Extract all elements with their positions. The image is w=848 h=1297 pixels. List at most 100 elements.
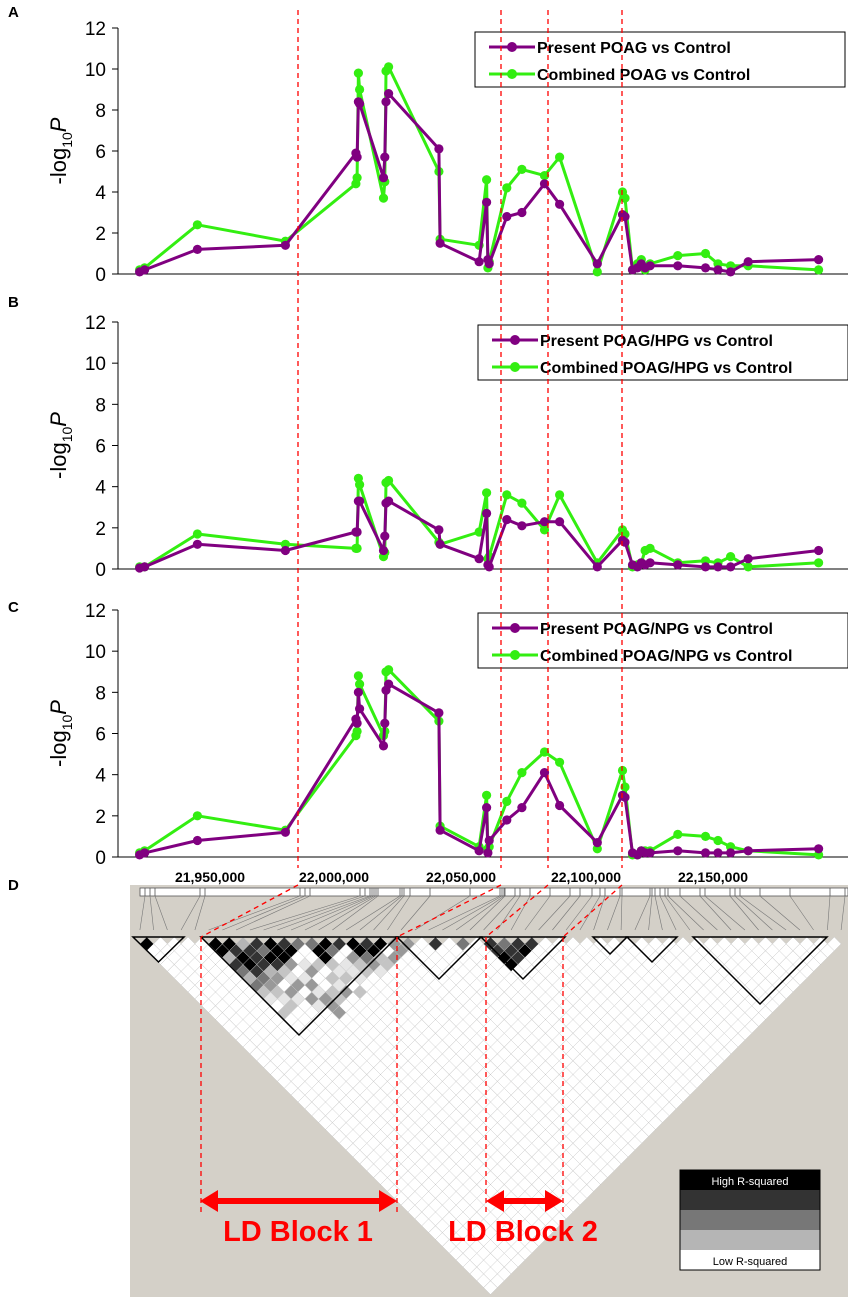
data-point (380, 531, 390, 541)
data-point (434, 708, 444, 718)
guide-line (485, 884, 549, 938)
legend-marker (510, 623, 520, 633)
y-tick-label: 10 (85, 642, 106, 663)
data-point (539, 768, 550, 778)
legend-label: Present POAG/HPG vs Control (540, 333, 773, 350)
legend-swatch-high (680, 1170, 820, 1190)
y-tick-label: 12 (85, 19, 106, 40)
legend-swatch (680, 1210, 820, 1230)
data-point (502, 490, 512, 500)
snp-connector (149, 895, 154, 931)
ld-block-1-arrow (200, 1190, 397, 1212)
snp-connector (222, 895, 306, 931)
snp-connector (497, 895, 521, 931)
y-label-sub: 10 (59, 715, 75, 731)
data-point (555, 517, 565, 527)
snp-connector (428, 895, 501, 931)
ld-block-outline (591, 936, 629, 956)
y-tick-label: 6 (95, 142, 106, 163)
data-point (434, 144, 444, 154)
data-point (192, 835, 202, 846)
y-tick-label: 0 (95, 560, 106, 581)
data-point (673, 829, 683, 840)
ld-block-outline (395, 936, 483, 981)
data-point (280, 545, 290, 556)
snp-connector (634, 895, 651, 931)
y-tick-label: 6 (95, 725, 106, 746)
data-point (482, 488, 492, 498)
legend: Present POAG vs Control Combined POAG vs … (474, 31, 846, 88)
legend-marker (507, 42, 517, 52)
panel-letter-b: B (8, 294, 19, 311)
panel-letter-a: A (8, 4, 19, 21)
data-point (539, 525, 550, 535)
data-point (355, 480, 365, 490)
data-point (645, 558, 655, 568)
ld-block-2-arrow (486, 1190, 563, 1212)
data-point (620, 782, 630, 792)
y-tick-label: 0 (95, 265, 106, 286)
data-point (620, 212, 630, 222)
snp-connector (359, 895, 403, 931)
y-label-tail: P (46, 412, 71, 427)
data-point (484, 259, 494, 269)
ld-block-2-label: LD Block 2 (448, 1216, 598, 1248)
data-point (352, 543, 362, 554)
data-point (192, 811, 202, 821)
y-label-sub: 10 (59, 427, 75, 443)
legend-label: Combined POAG/NPG vs Control (540, 648, 792, 665)
data-point (713, 562, 723, 572)
data-point (192, 529, 202, 539)
y-tick-label: 8 (95, 683, 106, 704)
x-axis: 21,950,000 22,000,000 22,050,000 22,100,… (175, 869, 748, 885)
ld-panel: High R-squared Low R-squared LD Block 1 … (130, 885, 848, 1297)
data-point (192, 220, 202, 230)
y-tick-label: 12 (85, 601, 106, 622)
snp-connector (455, 895, 505, 931)
y-tick-label: 10 (85, 60, 106, 81)
ld-block-outlines (131, 936, 829, 1037)
snp-connector (180, 895, 201, 931)
y-axis-label: -log10P (46, 700, 75, 767)
series-line (139, 499, 819, 570)
data-point (355, 704, 365, 714)
data-point (474, 257, 484, 267)
y-label-main: -log (46, 730, 71, 767)
data-point (814, 844, 824, 854)
y-tick-label: 4 (95, 766, 106, 787)
legend-label: Combined POAG/HPG vs Control (540, 360, 792, 377)
data-point (384, 475, 394, 486)
data-point (140, 265, 150, 275)
legend-label: Combined POAG vs Control (537, 67, 750, 84)
series-line (139, 476, 819, 569)
data-point (726, 267, 736, 277)
data-point (555, 490, 565, 500)
legend-low-label: Low R-squared (713, 1256, 788, 1268)
snp-connector (607, 895, 621, 931)
snp-connector (249, 895, 361, 931)
snp-connector (304, 895, 375, 931)
data-point (713, 835, 723, 846)
data-point (592, 838, 602, 848)
data-point (280, 240, 290, 250)
snp-connector (510, 895, 531, 931)
data-point (555, 199, 565, 209)
data-point (743, 554, 753, 564)
snp-connector (345, 895, 401, 931)
data-point (592, 562, 602, 572)
panel-letter-c: C (8, 599, 19, 616)
series-line (139, 682, 819, 857)
data-point (355, 99, 365, 109)
snp-connector (620, 895, 623, 931)
data-point (435, 825, 445, 835)
snp-connector (387, 895, 411, 931)
snp-connector (469, 895, 506, 931)
legend-label: Present POAG vs Control (537, 40, 731, 57)
legend-swatch (680, 1190, 820, 1210)
data-point (555, 152, 565, 162)
data-point (378, 545, 389, 556)
snp-connector (139, 895, 146, 931)
y-axis-label: -log10P (46, 117, 75, 184)
data-point (726, 552, 736, 562)
